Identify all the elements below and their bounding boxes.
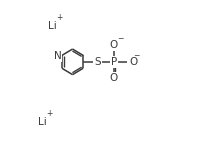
Text: +: +	[46, 109, 53, 118]
Text: −: −	[117, 35, 123, 44]
Text: Li: Li	[48, 21, 57, 31]
Text: Li: Li	[38, 117, 47, 127]
Text: P: P	[111, 57, 117, 67]
Text: O: O	[110, 73, 118, 83]
Text: +: +	[56, 12, 63, 22]
Text: S: S	[94, 57, 101, 67]
Text: −: −	[133, 51, 139, 60]
Text: N: N	[54, 51, 61, 61]
Text: O: O	[129, 57, 138, 67]
Text: O: O	[110, 40, 118, 50]
